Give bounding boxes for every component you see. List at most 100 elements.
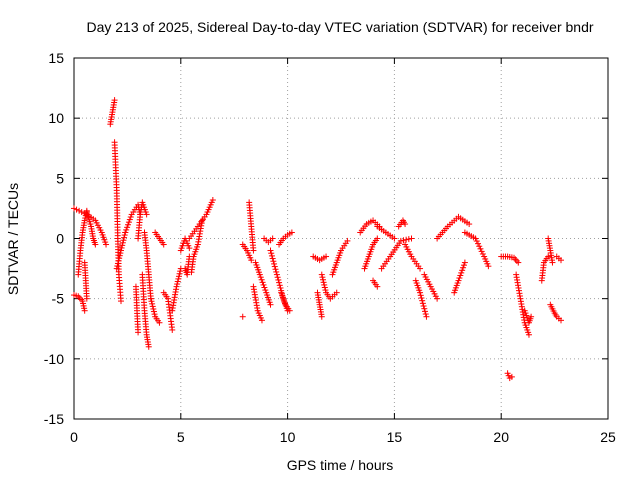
- data-point: [461, 259, 468, 266]
- data-point: [81, 307, 88, 314]
- data-point: [525, 331, 532, 338]
- y-tick-label: -15: [44, 411, 64, 427]
- data-point: [323, 253, 330, 260]
- data-point: [267, 247, 274, 254]
- x-tick-label: 5: [177, 429, 185, 445]
- data-point: [119, 239, 126, 246]
- data-point: [528, 313, 535, 320]
- data-point: [417, 292, 424, 299]
- data-point: [460, 264, 467, 271]
- data-point: [273, 268, 280, 275]
- data-point: [83, 295, 90, 302]
- data-point: [126, 216, 133, 223]
- data-point: [420, 303, 427, 310]
- data-point: [333, 289, 340, 296]
- data-point: [485, 263, 492, 270]
- x-tick-label: 20: [493, 429, 509, 445]
- data-point: [475, 240, 482, 247]
- data-point: [273, 271, 280, 278]
- data-point: [103, 241, 110, 248]
- data-point: [114, 260, 121, 267]
- y-axis-title: SDTVAR / TECUs: [5, 183, 21, 295]
- data-point: [147, 295, 154, 302]
- data-point: [422, 308, 429, 315]
- data-point: [92, 241, 99, 248]
- data-point: [408, 235, 415, 242]
- data-point: [261, 284, 268, 291]
- data-point: [173, 283, 180, 290]
- data-point: [322, 287, 329, 294]
- data-point: [374, 283, 381, 290]
- data-point: [257, 274, 264, 281]
- x-tick-label: 25: [600, 429, 616, 445]
- data-point: [418, 294, 425, 301]
- data-point: [111, 97, 118, 104]
- data-point: [275, 276, 282, 283]
- data-point: [344, 237, 351, 244]
- data-point: [113, 265, 120, 272]
- data-point: [466, 221, 473, 228]
- data-point: [169, 326, 176, 333]
- data-point: [118, 244, 125, 251]
- data-point: [417, 265, 424, 272]
- data-point: [272, 266, 279, 273]
- data-point: [135, 329, 142, 336]
- data-point: [250, 247, 257, 254]
- data-point: [319, 274, 326, 281]
- data-point: [473, 238, 480, 245]
- data-point: [397, 237, 404, 244]
- data-point: [262, 287, 269, 294]
- data-point: [177, 268, 184, 275]
- data-point: [288, 229, 295, 236]
- data-point: [175, 273, 182, 280]
- data-point: [558, 317, 565, 324]
- y-tick-label: 0: [56, 231, 64, 247]
- data-point: [209, 196, 216, 203]
- data-point: [175, 275, 182, 282]
- data-point: [459, 267, 466, 274]
- data-point: [391, 235, 398, 242]
- data-point: [239, 313, 246, 320]
- data-point: [422, 311, 429, 318]
- data-point: [117, 247, 124, 254]
- data-point: [117, 298, 124, 305]
- data-point: [174, 278, 181, 285]
- data-point: [271, 263, 278, 270]
- data-point: [515, 259, 522, 266]
- data-point: [186, 245, 193, 252]
- data-point: [405, 236, 412, 243]
- data-point: [119, 242, 126, 249]
- data-point: [276, 279, 283, 286]
- data-point: [123, 226, 130, 233]
- data-point: [145, 343, 152, 350]
- data-point: [269, 235, 276, 242]
- data-point: [160, 241, 167, 248]
- data-point: [477, 245, 484, 252]
- data-point: [267, 301, 274, 308]
- data-point: [321, 284, 328, 291]
- data-point: [478, 248, 485, 255]
- y-tick-label: -10: [44, 351, 64, 367]
- data-point: [268, 250, 275, 257]
- data-point: [148, 298, 155, 305]
- data-point: [479, 250, 486, 257]
- data-point: [458, 269, 465, 276]
- data-point: [419, 297, 426, 304]
- data-point: [256, 271, 263, 278]
- x-tick-label: 15: [387, 429, 403, 445]
- x-tick-label: 10: [280, 429, 296, 445]
- data-point: [199, 217, 206, 224]
- data-point: [150, 308, 157, 315]
- data-point: [268, 252, 275, 259]
- data-point: [116, 255, 123, 262]
- chart-title: Day 213 of 2025, Sidereal Day-to-day VTE…: [86, 19, 593, 35]
- data-point: [151, 311, 158, 318]
- data-point: [176, 270, 183, 277]
- data-point: [549, 259, 556, 266]
- data-point: [421, 305, 428, 312]
- data-point: [143, 211, 150, 218]
- data-point: [460, 262, 467, 269]
- x-tick-label: 0: [70, 429, 78, 445]
- data-point: [125, 219, 132, 226]
- data-point: [258, 317, 265, 324]
